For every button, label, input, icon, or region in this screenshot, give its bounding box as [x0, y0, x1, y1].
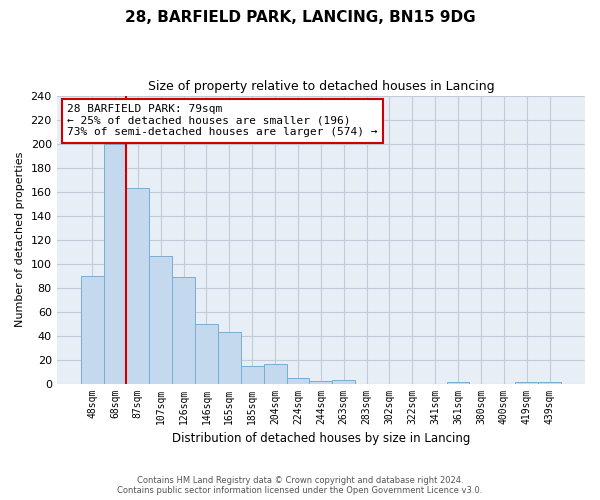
- Text: 28 BARFIELD PARK: 79sqm
← 25% of detached houses are smaller (196)
73% of semi-d: 28 BARFIELD PARK: 79sqm ← 25% of detache…: [67, 104, 378, 138]
- Bar: [263, 364, 287, 384]
- Bar: [195, 324, 218, 384]
- Bar: [515, 382, 538, 384]
- Text: Contains HM Land Registry data © Crown copyright and database right 2024.
Contai: Contains HM Land Registry data © Crown c…: [118, 476, 482, 495]
- Bar: [446, 382, 469, 384]
- Bar: [538, 382, 561, 384]
- Bar: [127, 188, 149, 384]
- Y-axis label: Number of detached properties: Number of detached properties: [15, 152, 25, 327]
- Bar: [149, 256, 172, 384]
- Bar: [172, 277, 195, 384]
- Bar: [332, 380, 355, 384]
- Text: 28, BARFIELD PARK, LANCING, BN15 9DG: 28, BARFIELD PARK, LANCING, BN15 9DG: [125, 10, 475, 25]
- X-axis label: Distribution of detached houses by size in Lancing: Distribution of detached houses by size …: [172, 432, 470, 445]
- Bar: [104, 144, 127, 384]
- Bar: [80, 276, 104, 384]
- Bar: [241, 366, 263, 384]
- Bar: [310, 381, 332, 384]
- Bar: [218, 332, 241, 384]
- Title: Size of property relative to detached houses in Lancing: Size of property relative to detached ho…: [148, 80, 494, 93]
- Bar: [287, 378, 310, 384]
